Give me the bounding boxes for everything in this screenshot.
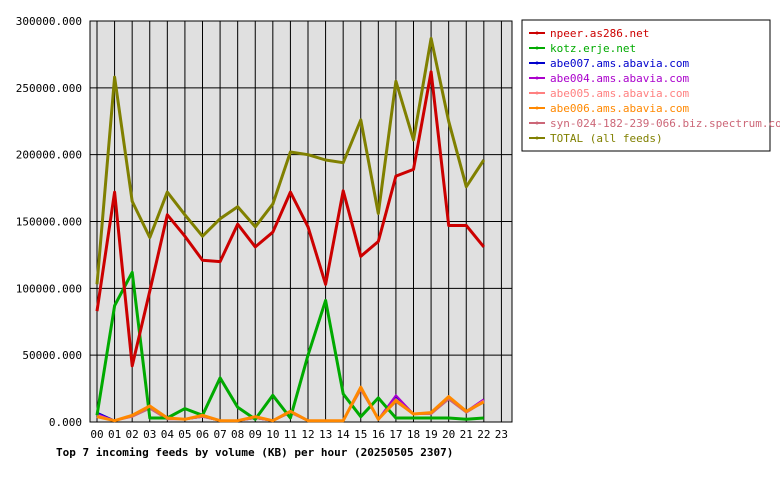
x-tick-label: 04 bbox=[161, 428, 175, 441]
x-tick-label: 23 bbox=[495, 428, 508, 441]
x-tick-label: 18 bbox=[407, 428, 420, 441]
y-tick-label: 200000.000 bbox=[16, 149, 82, 162]
legend-marker bbox=[535, 61, 539, 65]
x-tick-label: 02 bbox=[126, 428, 139, 441]
x-tick-label: 14 bbox=[337, 428, 351, 441]
series-line-npeer-as286-net bbox=[95, 70, 485, 368]
y-tick-label: 50000.000 bbox=[22, 349, 82, 362]
y-tick-label: 300000.000 bbox=[16, 15, 82, 28]
legend-marker bbox=[535, 121, 539, 125]
series-line-abe006-ams-abavia-com bbox=[96, 385, 485, 423]
x-tick-label: 09 bbox=[249, 428, 262, 441]
x-tick-label: 01 bbox=[108, 428, 121, 441]
legend-label: abe007.ams.abavia.com bbox=[550, 57, 689, 70]
series-lines bbox=[95, 36, 486, 423]
legend-label: TOTAL (all feeds) bbox=[550, 132, 663, 145]
x-tick-label: 05 bbox=[178, 428, 191, 441]
legend-marker bbox=[535, 106, 539, 110]
legend-label: syn-024-182-239-066.biz.spectrum.com bbox=[550, 117, 780, 130]
series-line-kotz-erje-net bbox=[95, 270, 484, 421]
legend: npeer.as286.net kotz.erje.net abe007.ams.a… bbox=[521, 19, 780, 152]
x-tick-label: 21 bbox=[460, 428, 473, 441]
y-tick-label: 100000.000 bbox=[16, 282, 82, 295]
series-line-total-all-feeds bbox=[95, 36, 486, 285]
x-tick-label: 08 bbox=[231, 428, 244, 441]
x-tick-label: 03 bbox=[143, 428, 156, 441]
x-tick-label: 19 bbox=[424, 428, 437, 441]
legend-label: abe005.ams.abavia.com bbox=[550, 87, 689, 100]
y-axis: 0.000 50000.000 100000.000 150000.000 200000… bbox=[16, 15, 82, 429]
x-tick-label: 13 bbox=[319, 428, 332, 441]
legend-marker bbox=[535, 136, 539, 140]
legend-label: kotz.erje.net bbox=[550, 42, 636, 55]
y-tick-label: 0.000 bbox=[49, 416, 82, 429]
legend-marker bbox=[535, 31, 539, 35]
legend-box bbox=[521, 19, 771, 152]
x-tick-label: 16 bbox=[372, 428, 385, 441]
legend-marker bbox=[535, 76, 539, 80]
legend-label: npeer.as286.net bbox=[550, 27, 649, 40]
x-tick-label: 17 bbox=[389, 428, 402, 441]
legend-label: abe004.ams.abavia.com bbox=[550, 72, 689, 85]
legend-marker bbox=[535, 91, 539, 95]
legend-label: abe006.ams.abavia.com bbox=[550, 102, 689, 115]
x-tick-label: 11 bbox=[284, 428, 297, 441]
x-tick-label: 12 bbox=[301, 428, 314, 441]
x-tick-label: 22 bbox=[477, 428, 490, 441]
x-tick-label: 07 bbox=[213, 428, 226, 441]
x-tick-label: 20 bbox=[442, 428, 455, 441]
x-tick-label: 10 bbox=[266, 428, 279, 441]
legend-marker bbox=[535, 46, 539, 50]
x-tick-label: 15 bbox=[354, 428, 367, 441]
x-tick-label: 00 bbox=[90, 428, 103, 441]
y-tick-label: 250000.000 bbox=[16, 82, 82, 95]
x-axis: 00 01 02 03 04 05 06 07 08 09 10 11 12 13 14 15 16 17 18 19… bbox=[90, 428, 508, 441]
x-tick-label: 06 bbox=[196, 428, 209, 441]
y-tick-label: 150000.000 bbox=[16, 216, 82, 229]
chart-title: Top 7 incoming feeds by volume (KB) per … bbox=[56, 446, 453, 459]
